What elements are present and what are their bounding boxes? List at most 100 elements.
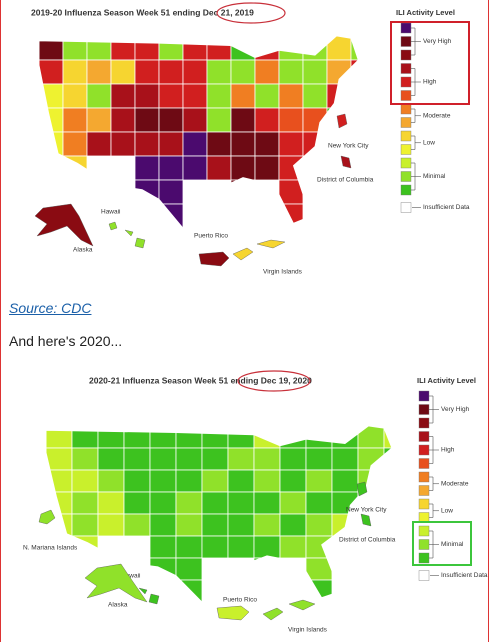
legend-label: High: [423, 79, 437, 86]
legend-swatch: [400, 76, 412, 88]
place-label: Alaska: [108, 602, 128, 609]
state-tile: [383, 469, 392, 493]
place-label: Puerto Rico: [223, 597, 257, 604]
state-tile: [227, 535, 255, 559]
legend-swatch: [400, 130, 412, 142]
state-tile: [158, 131, 184, 157]
state-tile: [134, 107, 160, 133]
state-tile: [110, 131, 136, 157]
state-tile: [110, 107, 136, 133]
state-tile: [305, 426, 333, 449]
source-link[interactable]: Source: CDC: [9, 300, 92, 316]
territory-shape: [262, 607, 284, 621]
state-tile: [331, 513, 359, 537]
state-tile: [158, 36, 184, 61]
state-tile: [302, 83, 328, 109]
state-tile: [62, 107, 88, 133]
state-tile: [230, 59, 256, 85]
state-tile: [230, 107, 256, 133]
state-tile: [254, 107, 280, 133]
legend-label: Minimal: [423, 173, 446, 180]
state-tile: [149, 513, 177, 537]
state-tile: [227, 447, 255, 471]
state-tile: [182, 59, 208, 85]
state-tile: [254, 131, 280, 157]
place-label: District of Columbia: [317, 177, 374, 184]
place-label: Puerto Rico: [194, 233, 228, 240]
state-tile: [175, 579, 203, 602]
state-tile: [134, 59, 160, 85]
state-tile: [305, 513, 333, 537]
legend-label: Moderate: [441, 480, 469, 487]
legend-swatch: [418, 471, 430, 483]
state-tile: [302, 131, 328, 157]
state-tile: [383, 426, 392, 449]
outline-stroke: [45, 425, 393, 603]
state-tile: [253, 535, 281, 559]
state-tile: [149, 447, 177, 471]
state-tile: [175, 491, 203, 515]
state-tile: [253, 557, 281, 581]
state-tile: [278, 36, 304, 61]
state-tile: [206, 131, 232, 157]
state-tile: [253, 491, 281, 515]
state-tile: [182, 131, 208, 157]
state-tile: [201, 491, 229, 515]
state-tile: [123, 447, 151, 471]
legend-swatch: [400, 171, 412, 182]
state-tile: [201, 535, 229, 559]
territory-shape: [232, 247, 254, 261]
territory-shape: [216, 605, 250, 621]
state-tile: [278, 203, 304, 228]
legend-swatch: [400, 90, 412, 101]
state-tile: [158, 179, 184, 205]
state-tile: [175, 535, 203, 559]
state-tile: [201, 447, 229, 471]
state-tile: [253, 513, 281, 537]
outline-stroke: [38, 35, 359, 229]
state-tile: [123, 513, 151, 537]
state-tile: [123, 426, 151, 449]
state-tile: [149, 491, 177, 515]
legend-swatch: [418, 552, 430, 564]
state-tile: [158, 155, 184, 181]
state-tile: [97, 491, 125, 515]
territory-shape: [84, 563, 148, 603]
state-tile: [182, 107, 208, 133]
state-tile: [62, 155, 88, 181]
state-tile: [331, 469, 359, 493]
state-tile: [227, 513, 255, 537]
state-tile: [254, 155, 280, 181]
state-tile: [158, 203, 184, 228]
legend-swatch: [400, 103, 412, 115]
state-tile: [86, 107, 112, 133]
state-tile: [97, 469, 125, 493]
flu-map-2019: 2019-20 Influenza Season Week 51 ending …: [31, 2, 470, 276]
state-tile: [149, 469, 177, 493]
mainland: [39, 36, 359, 228]
state-tile: [97, 513, 125, 537]
state-tile: [158, 107, 184, 133]
state-tile: [278, 155, 304, 181]
legend-swatch: [418, 570, 430, 581]
state-tile: [71, 469, 99, 493]
legend-swatch: [400, 184, 412, 196]
state-tile: [39, 36, 64, 61]
legend-swatch: [418, 417, 430, 429]
state-tile: [110, 59, 136, 85]
state-tile: [279, 535, 307, 559]
state-tile: [158, 59, 184, 85]
state-tile: [201, 426, 229, 449]
state-tile: [302, 59, 328, 85]
state-tile: [331, 447, 359, 471]
legend-swatch: [418, 390, 430, 402]
state-tile: [62, 59, 88, 85]
state-tile: [230, 83, 256, 109]
legend-swatch: [400, 157, 412, 169]
territory-shape: [148, 593, 160, 605]
state-tile: [175, 557, 203, 581]
state-tile: [175, 513, 203, 537]
state-tile: [182, 36, 208, 61]
state-tile: [279, 491, 307, 515]
state-tile: [158, 83, 184, 109]
